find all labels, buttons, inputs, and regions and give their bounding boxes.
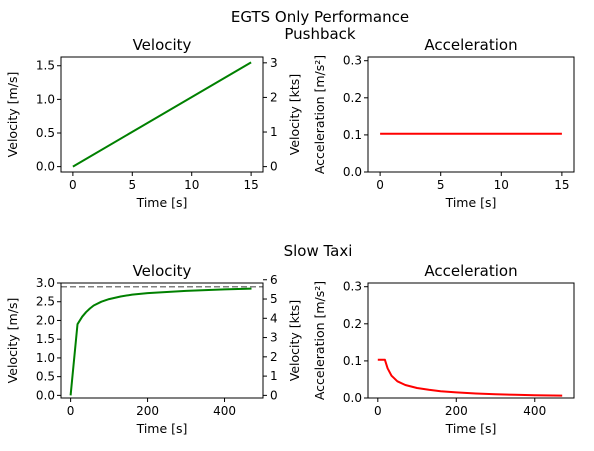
y-tick-label: 0.1	[343, 354, 362, 368]
series-line-1	[71, 289, 252, 396]
chart-title: Acceleration	[424, 262, 517, 280]
y2-tick-label: 2	[270, 90, 278, 104]
y2-tick-label: 3	[270, 56, 278, 70]
y-tick-label: 0.0	[343, 165, 362, 179]
x-tick-label: 400	[523, 404, 546, 418]
x-axis-label: Time [s]	[136, 421, 188, 436]
y-tick-label: 1.0	[36, 92, 55, 106]
plot-frame	[368, 283, 574, 398]
y-tick-label: 0.2	[343, 91, 362, 105]
y-axis-label: Acceleration [m/s²]	[312, 281, 327, 400]
figure-title: EGTS Only Performance	[231, 8, 409, 26]
chart-title: Velocity	[133, 36, 192, 54]
y-tick-label: 0.5	[36, 370, 55, 384]
y2-tick-label: 3	[270, 331, 278, 345]
chart-panel-4: Acceleration 0 200 400 Time [s] 0.0 0.1 0.2 0.3 A…	[312, 262, 574, 436]
x-tick-label: 15	[243, 178, 258, 192]
y-tick-label: 0.5	[36, 126, 55, 140]
y2-tick-label: 0	[270, 388, 278, 402]
x-tick-label: 200	[136, 404, 159, 418]
y-axis-label: Acceleration [m/s²]	[312, 55, 327, 174]
y-tick-label: 0.0	[343, 391, 362, 405]
section-title-pushback: Pushback	[284, 25, 356, 43]
plot-frame	[61, 283, 263, 398]
x-axis-label: Time [s]	[445, 421, 497, 436]
x-axis-label: Time [s]	[445, 195, 497, 210]
y-tick-label: 0.1	[343, 128, 362, 142]
x-tick-label: 0	[67, 404, 75, 418]
y-tick-label: 1.5	[36, 332, 55, 346]
chart-panel-3: Velocity 0 200 400 Time [s] 0.0 0.5 1.0 1.5 2.0 2.…	[5, 262, 302, 436]
y2-axis-label: Velocity [kts]	[287, 74, 302, 155]
y-tick-label: 0.2	[343, 317, 362, 331]
y2-tick-label: 1	[270, 125, 278, 139]
series-line-1	[378, 360, 562, 396]
y2-tick-label: 4	[270, 311, 278, 325]
x-tick-label: 200	[445, 404, 468, 418]
y2-axis-label: Velocity [kts]	[287, 300, 302, 381]
chart-panel-2: Acceleration 0 5 10 15 Time [s] 0.0 0.1 0.2 0.3 Ac…	[312, 36, 574, 210]
chart-title: Velocity	[133, 262, 192, 280]
y-axis-label: Velocity [m/s]	[5, 72, 20, 158]
section-title-slow-taxi: Slow Taxi	[284, 242, 353, 260]
y-axis-label: Velocity [m/s]	[5, 298, 20, 384]
x-tick-label: 10	[184, 178, 199, 192]
y-tick-label: 3.0	[36, 276, 55, 290]
y-tick-label: 0.3	[343, 280, 362, 294]
x-axis-label: Time [s]	[136, 195, 188, 210]
y-tick-label: 2.0	[36, 313, 55, 327]
x-tick-label: 5	[437, 178, 445, 192]
x-tick-label: 0	[376, 178, 384, 192]
y-tick-label: 0.0	[36, 160, 55, 174]
series-line-1	[73, 62, 251, 166]
y-tick-label: 0.0	[36, 388, 55, 402]
x-tick-label: 0	[374, 404, 382, 418]
x-tick-label: 10	[494, 178, 509, 192]
chart-title: Acceleration	[424, 36, 517, 54]
x-tick-label: 15	[554, 178, 569, 192]
y-tick-label: 1.5	[36, 59, 55, 73]
y2-tick-label: 2	[270, 350, 278, 364]
y-tick-label: 1.0	[36, 351, 55, 365]
y2-tick-label: 0	[270, 160, 278, 174]
y2-tick-label: 6	[270, 273, 278, 287]
y2-tick-label: 1	[270, 369, 278, 383]
y-tick-label: 2.5	[36, 295, 55, 309]
x-tick-label: 0	[69, 178, 77, 192]
plot-frame	[368, 57, 574, 172]
x-tick-label: 400	[213, 404, 236, 418]
x-tick-label: 5	[128, 178, 136, 192]
y2-tick-label: 5	[270, 292, 278, 306]
y-tick-label: 0.3	[343, 54, 362, 68]
